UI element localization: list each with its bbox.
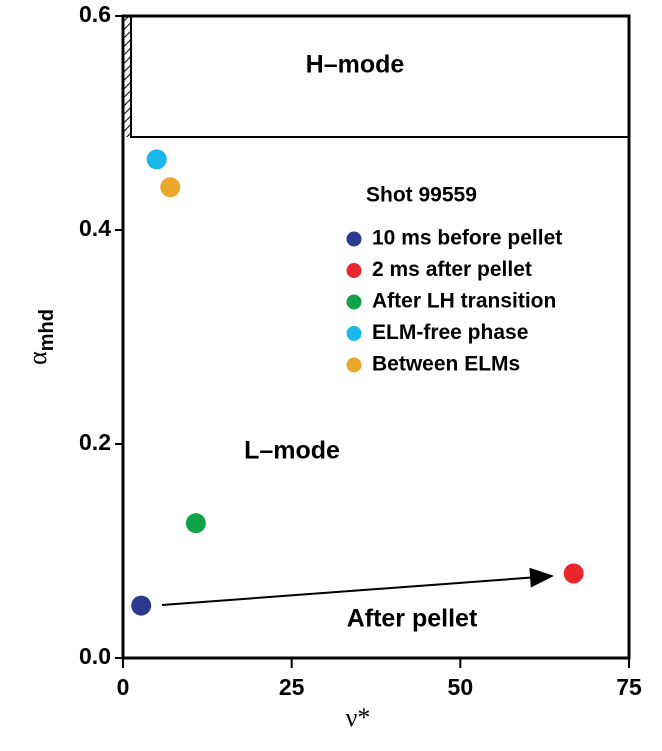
legend-label: 2 ms after pellet	[372, 258, 532, 281]
x-tick-label: 50	[448, 674, 474, 700]
point	[563, 563, 584, 584]
point	[185, 513, 206, 534]
point	[131, 595, 152, 616]
x-axis-label: ν*	[346, 703, 371, 732]
x-tick-label: 0	[117, 674, 130, 700]
x-tick-label: 25	[279, 674, 305, 700]
legend-label: Between ELMs	[372, 353, 520, 376]
x-tick-label: 75	[616, 674, 642, 700]
legend-marker	[346, 357, 362, 373]
y-label-sub: mhd	[36, 309, 58, 351]
y-label-main: α	[23, 351, 52, 365]
annotation: H–mode	[306, 51, 405, 79]
legend-label: 10 ms before pellet	[372, 227, 562, 250]
legend-label: After LH transition	[372, 290, 556, 313]
point	[146, 149, 167, 170]
y-tick-label: 0.4	[79, 215, 111, 241]
legend-marker	[346, 294, 362, 310]
plot-frame	[121, 14, 631, 660]
legend-label: ELM-free phase	[372, 321, 528, 344]
legend-marker	[346, 263, 362, 278]
y-tick-label: 0.0	[79, 643, 111, 669]
y-axis-label: αmhd	[23, 309, 58, 365]
annotation: L–mode	[244, 437, 340, 465]
hatched-strip	[123, 16, 131, 137]
legend-marker	[346, 326, 362, 341]
arrow	[161, 567, 554, 606]
annotation: After pellet	[347, 605, 478, 633]
legend-title: Shot 99559	[366, 184, 477, 207]
point	[160, 177, 181, 198]
legend-marker	[346, 231, 362, 247]
y-tick-label: 0.2	[79, 429, 111, 455]
y-tick-label: 0.6	[79, 1, 111, 27]
